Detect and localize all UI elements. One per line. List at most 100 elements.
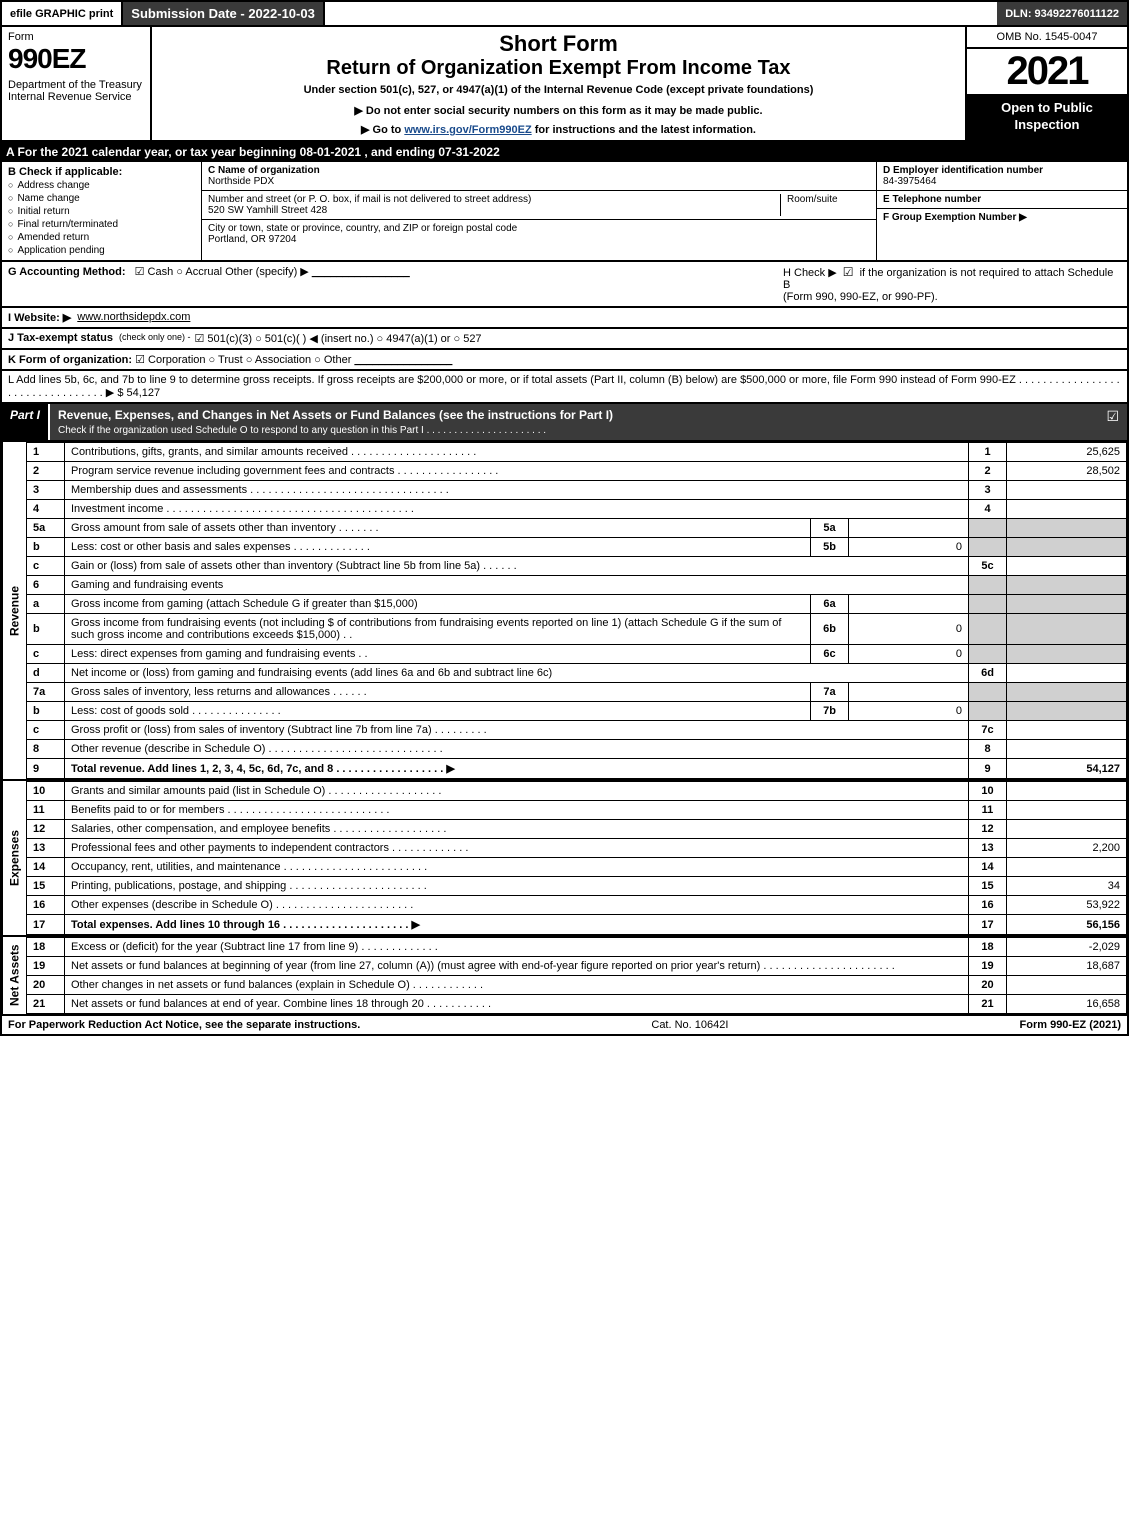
line-num: 16 (27, 896, 65, 915)
section-b-header: B Check if applicable: (8, 166, 195, 178)
line-num: 1 (27, 443, 65, 462)
header-subtitle: Under section 501(c), 527, or 4947(a)(1)… (158, 84, 959, 96)
tax-exempt-opts[interactable]: ☑ 501(c)(3) ○ 501(c)( ) ◀ (insert no.) ○… (194, 332, 481, 345)
efile-label[interactable]: efile GRAPHIC print (2, 2, 123, 25)
line-amount: 53,922 (1007, 896, 1127, 915)
line-ref: 14 (969, 858, 1007, 877)
group-label: F Group Exemption Number ▶ (883, 212, 1027, 223)
h-checkbox[interactable] (840, 267, 857, 279)
line-desc: Excess or (deficit) for the year (Subtra… (65, 938, 969, 957)
line-desc: Professional fees and other payments to … (65, 839, 969, 858)
section-j: J Tax-exempt status (check only one) - ☑… (0, 329, 1129, 350)
line-10: 10Grants and similar amounts paid (list … (27, 782, 1127, 801)
part-1-title: Revenue, Expenses, and Changes in Net As… (50, 404, 1098, 440)
grey-cell (969, 519, 1007, 538)
line-num: 17 (27, 915, 65, 935)
line-ref: 3 (969, 481, 1007, 500)
org-addr-cell: Number and street (or P. O. box, if mail… (202, 191, 876, 220)
irs-link[interactable]: www.irs.gov/Form990EZ (404, 124, 531, 136)
revenue-vertical-label: Revenue (2, 442, 26, 779)
line-21: 21Net assets or fund balances at end of … (27, 995, 1127, 1014)
part-1-tag: Part I (2, 404, 50, 440)
tax-year: 2021 (967, 49, 1127, 94)
line-desc: Gaming and fundraising events (65, 576, 969, 595)
part-1-subtitle: Check if the organization used Schedule … (58, 425, 546, 436)
org-city-cell: City or town, state or province, country… (202, 220, 876, 248)
section-c: C Name of organization Northside PDX Num… (202, 162, 877, 260)
line-desc: Gross income from fundraising events (no… (65, 614, 811, 645)
line-desc: Other changes in net assets or fund bala… (65, 976, 969, 995)
line-amount (1007, 820, 1127, 839)
accounting-label: G Accounting Method: (8, 266, 126, 278)
sub-ref: 6a (811, 595, 849, 614)
grey-cell (969, 683, 1007, 702)
line-ref: 10 (969, 782, 1007, 801)
accounting-other-line[interactable]: ________________ (312, 266, 410, 278)
line-num: 3 (27, 481, 65, 500)
line-16: 16Other expenses (describe in Schedule O… (27, 896, 1127, 915)
grey-cell (969, 614, 1007, 645)
line-ref: 16 (969, 896, 1007, 915)
line-7a: 7aGross sales of inventory, less returns… (27, 683, 1127, 702)
schedule-o-checkbox[interactable] (1098, 404, 1127, 440)
part-1-title-text: Revenue, Expenses, and Changes in Net As… (58, 408, 613, 422)
top-bar: efile GRAPHIC print Submission Date - 20… (0, 0, 1129, 27)
line-11: 11Benefits paid to or for members . . . … (27, 801, 1127, 820)
line-ref: 2 (969, 462, 1007, 481)
line-desc: Gross amount from sale of assets other t… (65, 519, 811, 538)
line-5a: 5aGross amount from sale of assets other… (27, 519, 1127, 538)
line-desc: Total expenses. Add lines 10 through 16 … (65, 915, 969, 935)
note2-post: for instructions and the latest informat… (532, 124, 756, 136)
line-ref: 12 (969, 820, 1007, 839)
chk-address-change[interactable]: Address change (8, 180, 195, 191)
line-desc: Less: direct expenses from gaming and fu… (65, 645, 811, 664)
line-num: c (27, 721, 65, 740)
org-name-label: C Name of organization (208, 165, 320, 176)
line-amount: 56,156 (1007, 915, 1127, 935)
line-num: c (27, 645, 65, 664)
ein-label: D Employer identification number (883, 165, 1043, 176)
grey-cell (1007, 538, 1127, 557)
line-desc: Contributions, gifts, grants, and simila… (65, 443, 969, 462)
section-i: I Website: ▶ www.northsidepdx.com (0, 308, 1129, 329)
chk-amended-return[interactable]: Amended return (8, 232, 195, 243)
line-amount (1007, 721, 1127, 740)
tax-exempt-label: J Tax-exempt status (8, 332, 113, 345)
expenses-table: 10Grants and similar amounts paid (list … (26, 781, 1127, 935)
group-exemption-cell: F Group Exemption Number ▶ (877, 209, 1127, 226)
line-num: 5a (27, 519, 65, 538)
paperwork-notice: For Paperwork Reduction Act Notice, see … (8, 1019, 360, 1031)
line-amount (1007, 481, 1127, 500)
chk-accrual[interactable]: Accrual (176, 266, 222, 278)
chk-final-return[interactable]: Final return/terminated (8, 219, 195, 230)
line-num: 12 (27, 820, 65, 839)
revenue-table: 1Contributions, gifts, grants, and simil… (26, 442, 1127, 779)
line-ref: 20 (969, 976, 1007, 995)
line-4: 4Investment income . . . . . . . . . . .… (27, 500, 1127, 519)
sub-ref: 7a (811, 683, 849, 702)
grey-cell (969, 645, 1007, 664)
form-of-org-opts[interactable]: ☑ Corporation ○ Trust ○ Association ○ Ot… (135, 354, 351, 366)
net-assets-section: Net Assets 18Excess or (deficit) for the… (0, 937, 1129, 1016)
line-8: 8Other revenue (describe in Schedule O) … (27, 740, 1127, 759)
chk-initial-return[interactable]: Initial return (8, 206, 195, 217)
chk-cash[interactable]: Cash (135, 266, 174, 278)
return-title: Return of Organization Exempt From Incom… (158, 57, 959, 80)
line-ref: 21 (969, 995, 1007, 1014)
form-ref: Form 990-EZ (2021) (1020, 1019, 1121, 1031)
grey-cell (1007, 702, 1127, 721)
chk-application-pending[interactable]: Application pending (8, 245, 195, 256)
line-amount: 18,687 (1007, 957, 1127, 976)
section-h: H Check ▶ if the organization is not req… (771, 265, 1121, 303)
chk-name-change[interactable]: Name change (8, 193, 195, 204)
ein-cell: D Employer identification number 84-3975… (877, 162, 1127, 191)
sub-val (849, 595, 969, 614)
h-text1: H Check ▶ (783, 267, 837, 279)
header-right: OMB No. 1545-0047 2021 Open to Public In… (967, 27, 1127, 140)
line-num: 2 (27, 462, 65, 481)
net-assets-vertical-label: Net Assets (2, 937, 26, 1014)
line-num: 11 (27, 801, 65, 820)
form-of-org-line[interactable]: ________________ (354, 354, 452, 366)
header-left: Form 990EZ Department of the Treasury In… (2, 27, 152, 140)
line-desc: Benefits paid to or for members . . . . … (65, 801, 969, 820)
